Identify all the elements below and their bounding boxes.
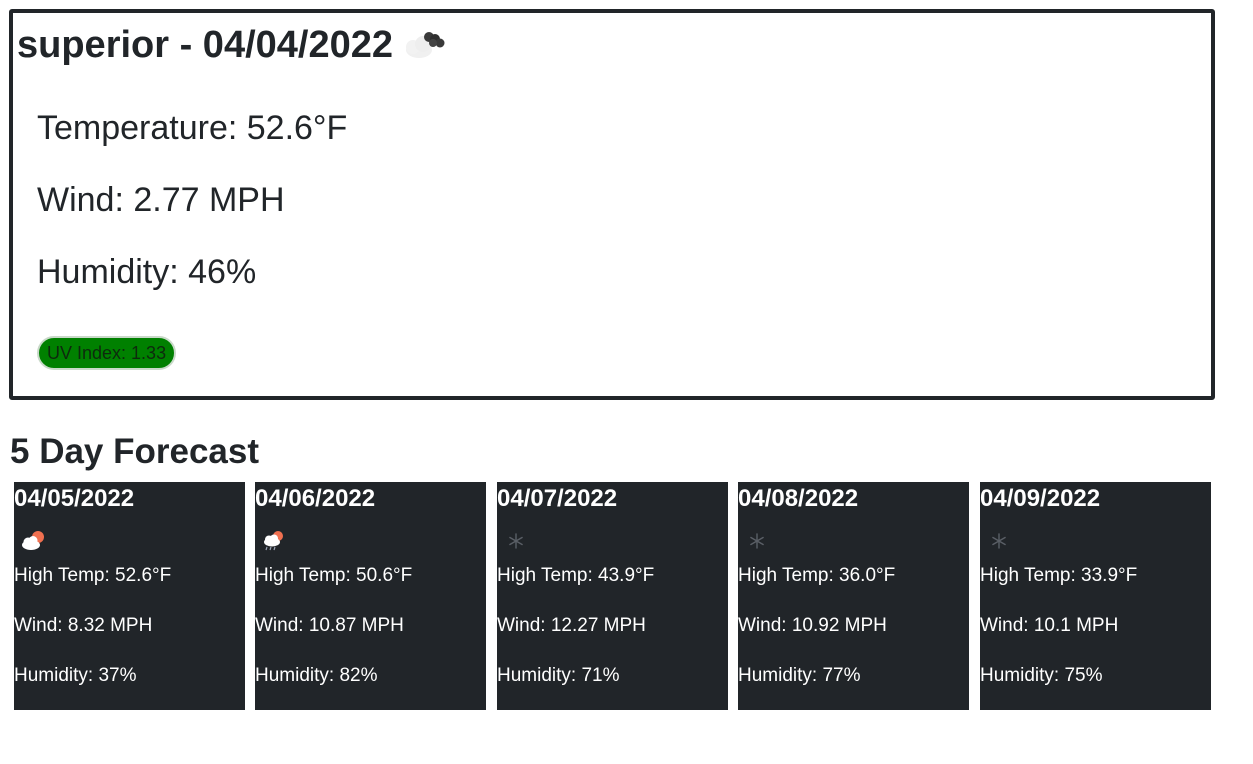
forecast-card: 04/07/2022 High Temp: 43.9°F Wind: 12.27… (497, 482, 728, 710)
current-weather-panel: superior - 04/04/2022 Temperature: 52.6°… (9, 9, 1215, 400)
forecast-date: 04/09/2022 (980, 485, 1101, 512)
wind-value: Wind: 2.77 MPH (37, 181, 285, 219)
forecast-card: 04/06/2022 High Temp: 50.6°F Wind: 10.87… (255, 482, 486, 710)
forecast-humidity: Humidity: 37% (14, 665, 137, 686)
rain-with-sun-icon (259, 528, 289, 554)
sun-behind-cloud-icon (18, 528, 48, 554)
snow-icon (501, 528, 531, 554)
forecast-date: 04/07/2022 (497, 485, 618, 512)
city-date-label: superior - 04/04/2022 (17, 24, 393, 66)
humidity-value: Humidity: 46% (37, 253, 257, 291)
snow-icon (984, 528, 1014, 554)
forecast-high-temp: High Temp: 43.9°F (497, 565, 655, 586)
forecast-wind: Wind: 12.27 MPH (497, 615, 646, 636)
forecast-date: 04/06/2022 (255, 485, 376, 512)
forecast-heading: 5 Day Forecast (10, 432, 260, 471)
forecast-wind: Wind: 10.92 MPH (738, 615, 887, 636)
forecast-wind: Wind: 8.32 MPH (14, 615, 153, 636)
forecast-card: 04/08/2022 High Temp: 36.0°F Wind: 10.92… (738, 482, 969, 710)
forecast-wind: Wind: 10.87 MPH (255, 615, 404, 636)
forecast-humidity: Humidity: 77% (738, 665, 861, 686)
forecast-high-temp: High Temp: 52.6°F (14, 565, 172, 586)
forecast-date: 04/05/2022 (14, 485, 135, 512)
forecast-high-temp: High Temp: 36.0°F (738, 565, 896, 586)
forecast-wind: Wind: 10.1 MPH (980, 615, 1119, 636)
temperature-value: Temperature: 52.6°F (37, 109, 348, 147)
forecast-cards: 04/05/2022 High Temp: 52.6°F Wind: 8.32 … (14, 482, 1211, 710)
forecast-high-temp: High Temp: 50.6°F (255, 565, 413, 586)
forecast-high-temp: High Temp: 33.9°F (980, 565, 1138, 586)
forecast-card: 04/05/2022 High Temp: 52.6°F Wind: 8.32 … (14, 482, 245, 710)
current-weather-title: superior - 04/04/2022 (17, 21, 451, 69)
forecast-humidity: Humidity: 75% (980, 665, 1103, 686)
broken-clouds-icon (399, 26, 451, 62)
snow-icon (742, 528, 772, 554)
forecast-humidity: Humidity: 82% (255, 665, 378, 686)
forecast-card: 04/09/2022 High Temp: 33.9°F Wind: 10.1 … (980, 482, 1211, 710)
forecast-humidity: Humidity: 71% (497, 665, 620, 686)
forecast-date: 04/08/2022 (738, 485, 859, 512)
uv-index-badge: UV Index: 1.33 (37, 336, 177, 370)
